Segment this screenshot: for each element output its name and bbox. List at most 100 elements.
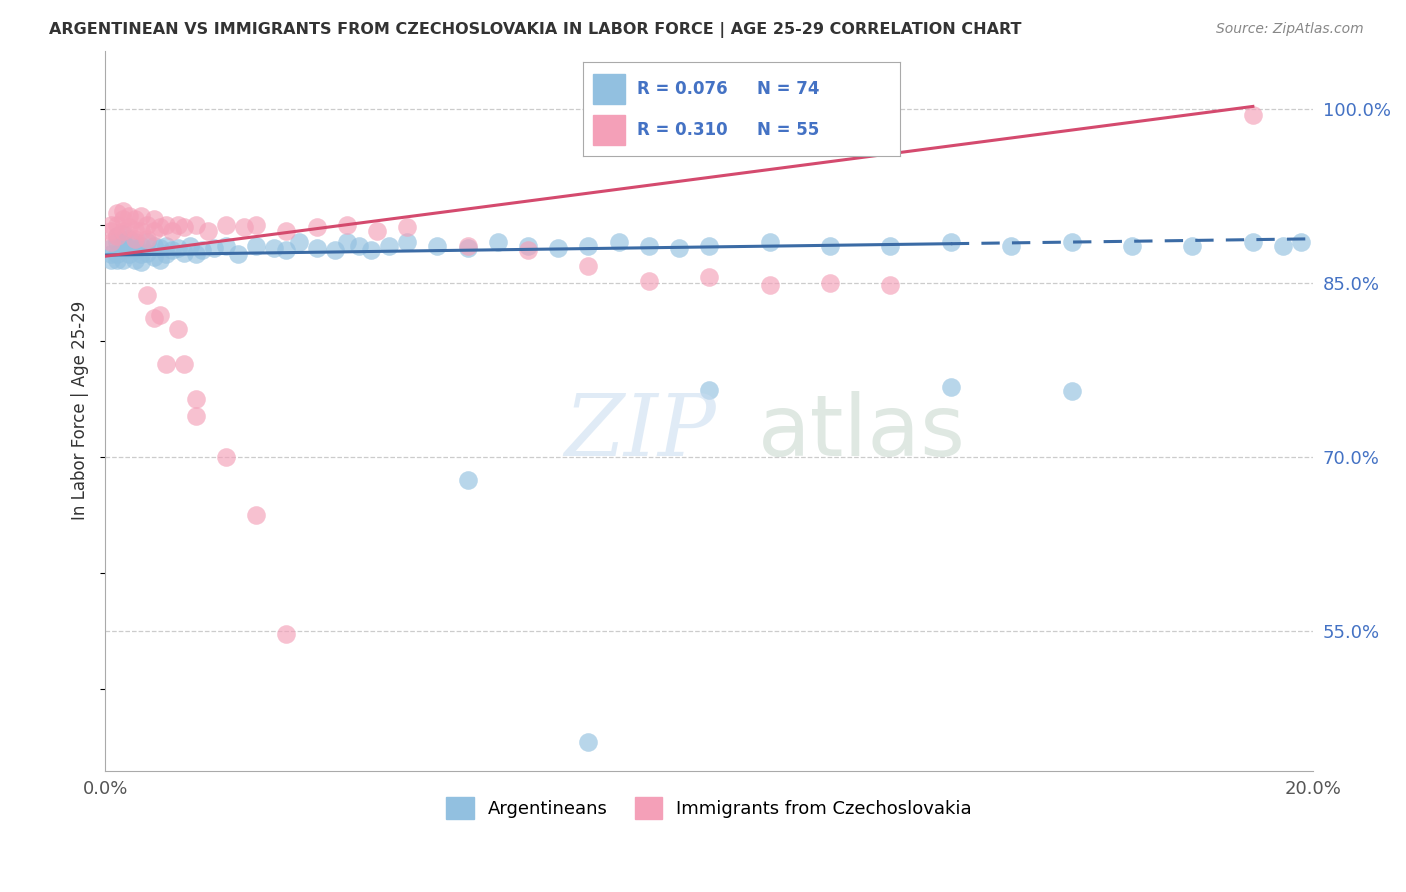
Point — [173, 220, 195, 235]
Point — [166, 218, 188, 232]
Point — [184, 409, 207, 424]
Bar — [593, 74, 624, 103]
Point — [396, 220, 419, 235]
Point — [100, 252, 122, 267]
Point — [637, 274, 659, 288]
Point — [197, 224, 219, 238]
Point — [155, 357, 177, 371]
Point — [457, 239, 479, 253]
Point — [131, 224, 153, 238]
Point — [142, 310, 165, 325]
Point — [166, 322, 188, 336]
Point — [245, 239, 267, 253]
Point — [112, 224, 135, 238]
Point — [1241, 235, 1264, 250]
Text: N = 55: N = 55 — [758, 121, 820, 139]
Point — [105, 229, 128, 244]
Point — [1289, 235, 1312, 250]
Point — [336, 218, 359, 232]
Point — [148, 241, 170, 255]
Point — [112, 244, 135, 258]
Point — [179, 239, 201, 253]
Point — [142, 251, 165, 265]
Legend: Argentineans, Immigrants from Czechoslovakia: Argentineans, Immigrants from Czechoslov… — [439, 790, 980, 827]
Point — [191, 244, 214, 258]
Point — [426, 239, 449, 253]
Point — [124, 232, 146, 246]
Point — [578, 734, 600, 748]
Point — [378, 239, 401, 253]
Point — [105, 252, 128, 267]
Point — [148, 220, 170, 235]
Point — [155, 247, 177, 261]
Point — [184, 247, 207, 261]
Point — [818, 239, 841, 253]
Point — [396, 235, 419, 250]
Point — [637, 239, 659, 253]
Point — [276, 626, 298, 640]
Point — [142, 212, 165, 227]
Point — [263, 241, 285, 255]
Point — [100, 218, 122, 232]
Point — [118, 209, 141, 223]
Point — [136, 235, 159, 250]
Point — [697, 239, 720, 253]
Point — [323, 244, 346, 258]
Point — [155, 218, 177, 232]
Point — [142, 239, 165, 253]
Text: R = 0.310: R = 0.310 — [637, 121, 728, 139]
Point — [939, 380, 962, 394]
Point — [131, 209, 153, 223]
Point — [517, 244, 540, 258]
Point — [105, 206, 128, 220]
Point — [1060, 235, 1083, 250]
Point — [1241, 107, 1264, 121]
Point — [100, 241, 122, 255]
Point — [148, 252, 170, 267]
Point — [105, 229, 128, 244]
Point — [547, 241, 569, 255]
Point — [184, 392, 207, 406]
Point — [668, 241, 690, 255]
Point — [486, 235, 509, 250]
Point — [136, 287, 159, 301]
Point — [184, 218, 207, 232]
Text: R = 0.076: R = 0.076 — [637, 79, 728, 97]
Point — [360, 244, 382, 258]
Point — [131, 255, 153, 269]
Point — [457, 474, 479, 488]
Y-axis label: In Labor Force | Age 25-29: In Labor Force | Age 25-29 — [72, 301, 89, 520]
Point — [305, 220, 328, 235]
Point — [100, 235, 122, 250]
Text: atlas: atlas — [758, 391, 966, 474]
Point — [131, 239, 153, 253]
Point — [336, 235, 359, 250]
Point — [142, 224, 165, 238]
Point — [939, 235, 962, 250]
Point — [215, 218, 238, 232]
Point — [697, 383, 720, 397]
Point — [226, 247, 249, 261]
Point — [1000, 239, 1022, 253]
Point — [112, 235, 135, 250]
Point — [607, 235, 630, 250]
Point — [118, 220, 141, 235]
Point — [697, 270, 720, 285]
Point — [124, 222, 146, 236]
Point — [155, 239, 177, 253]
Point — [105, 218, 128, 232]
Point — [758, 235, 780, 250]
Point — [245, 508, 267, 523]
Point — [879, 278, 901, 293]
Point — [112, 212, 135, 227]
Point — [1060, 384, 1083, 398]
Point — [166, 241, 188, 255]
Point — [758, 278, 780, 293]
Text: ARGENTINEAN VS IMMIGRANTS FROM CZECHOSLOVAKIA IN LABOR FORCE | AGE 25-29 CORRELA: ARGENTINEAN VS IMMIGRANTS FROM CZECHOSLO… — [49, 22, 1022, 38]
Point — [276, 244, 298, 258]
Point — [112, 203, 135, 218]
Point — [517, 239, 540, 253]
Point — [1272, 239, 1295, 253]
Point — [173, 357, 195, 371]
Point — [105, 235, 128, 250]
